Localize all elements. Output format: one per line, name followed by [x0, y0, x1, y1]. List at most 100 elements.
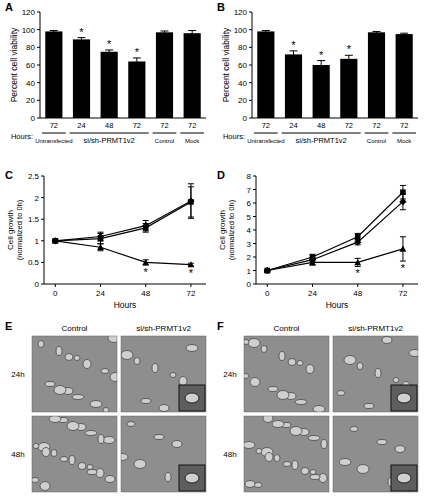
panel-label: C: [5, 169, 13, 181]
x-tick-label: 72: [372, 121, 380, 130]
cell: [321, 440, 327, 449]
cell: [274, 455, 280, 462]
micrograph-bg: [121, 336, 206, 412]
y-tick: [41, 262, 44, 263]
x-tick-label: 24: [77, 121, 85, 130]
group-line: [42, 133, 66, 134]
line-chart: CCell growth(normalized to 0h)**00.511.5…: [5, 169, 206, 310]
cell: [154, 435, 164, 440]
cell: [85, 431, 97, 436]
bar-chart: BPercent cell viability***02040608010012…: [217, 1, 418, 145]
micrograph-frame: [244, 336, 329, 412]
x-tick-label: 72: [133, 121, 141, 130]
cell: [393, 378, 399, 383]
inset: [391, 385, 417, 411]
error-cap: [143, 220, 149, 221]
y-tick-label: 2.5: [28, 172, 40, 181]
y-tick: [37, 65, 40, 66]
x-tick-label: 48: [105, 121, 113, 130]
micrograph: [333, 336, 418, 412]
y-tick-label: 1.5: [28, 215, 40, 224]
cell: [78, 463, 86, 470]
row-label: 24h: [223, 370, 236, 379]
marker: [309, 259, 316, 265]
marker: [399, 198, 406, 205]
error-cap: [188, 218, 194, 219]
error-bar: [98, 244, 104, 251]
inset: [179, 385, 205, 411]
column-header: Control: [274, 324, 300, 333]
error-bar: [317, 61, 325, 70]
y-axis-label: Percent cell viability: [9, 27, 19, 102]
error-cap: [400, 236, 406, 237]
error-bar: [98, 233, 104, 243]
error-bar: [105, 50, 113, 54]
error-cap: [143, 232, 149, 233]
cell: [101, 369, 109, 374]
micrograph: [244, 336, 329, 412]
cell: [288, 359, 296, 366]
bar-chart: APercent cell viability***02040608010012…: [5, 1, 206, 145]
x-tick: [145, 284, 146, 287]
y-tick-label: 0: [247, 280, 252, 289]
cell: [283, 462, 291, 467]
marker: [52, 237, 59, 243]
x-tick: [402, 284, 403, 287]
cell: [245, 481, 255, 488]
x-tick: [357, 284, 358, 287]
y-tick: [41, 240, 44, 241]
cell: [409, 350, 418, 357]
cell: [297, 361, 303, 366]
bar: [45, 31, 62, 118]
bar: [396, 34, 413, 118]
significance-mark: *: [319, 49, 324, 61]
panel-label: E: [5, 320, 12, 332]
cell: [127, 422, 135, 427]
cell: [272, 421, 284, 428]
cell: [261, 346, 267, 353]
y-tick: [37, 100, 40, 101]
bar: [285, 54, 302, 118]
error-bar: [133, 58, 141, 65]
error-cap: [400, 33, 408, 34]
error-cap: [373, 31, 381, 32]
significance-mark: *: [189, 267, 194, 279]
error-bar: [290, 51, 298, 58]
x-tick-label: 72: [398, 289, 407, 298]
y-tick-label: 0.5: [28, 258, 40, 267]
cell: [244, 340, 249, 345]
group-label: Untransfected: [35, 138, 72, 144]
group-label: Mock: [185, 138, 200, 144]
x-tick: [190, 284, 191, 287]
y-tick: [253, 216, 256, 217]
y-tick: [41, 284, 44, 285]
y-tick-label: 0: [31, 114, 36, 123]
x-axis-label: Hours:: [223, 132, 245, 141]
inset: [179, 465, 205, 491]
cell: [49, 416, 61, 423]
significance-mark: *: [347, 43, 352, 55]
cell: [382, 337, 392, 344]
cell: [172, 441, 182, 448]
x-tick-label: 48: [141, 289, 150, 298]
x-tick-label: 0: [265, 289, 270, 298]
inset-cell: [397, 473, 411, 483]
y-tick-label: 100: [22, 26, 36, 35]
error-cap: [355, 258, 361, 259]
cell: [337, 391, 345, 396]
error-line: [293, 51, 294, 58]
micrograph: [333, 416, 418, 492]
y-tick: [253, 284, 256, 285]
error-bar: [400, 237, 406, 261]
inset-cell: [397, 393, 411, 403]
line-chart: DCell growth(normalized to 0h)**01234567…: [217, 169, 418, 310]
cell: [60, 457, 68, 462]
group-label: si/sh-PRMT1v2: [84, 136, 135, 145]
y-axis: [44, 176, 45, 284]
cell: [152, 364, 158, 373]
y-tick-label: 80: [26, 43, 35, 52]
cell: [87, 465, 93, 470]
y-tick-label: 60: [26, 61, 35, 70]
error-line: [136, 58, 137, 65]
y-tick-label: 7: [247, 186, 252, 195]
